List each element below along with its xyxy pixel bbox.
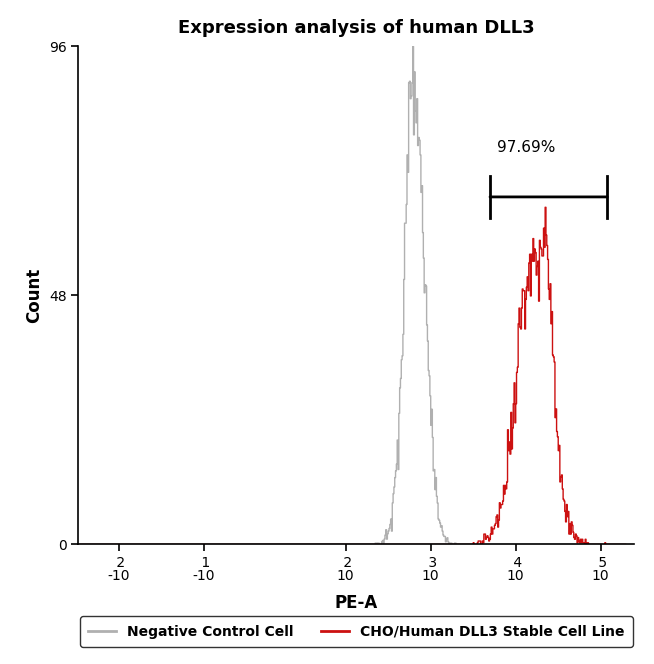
Title: Expression analysis of human DLL3: Expression analysis of human DLL3 — [178, 19, 535, 37]
Y-axis label: Count: Count — [26, 268, 43, 323]
Text: 97.69%: 97.69% — [497, 140, 555, 155]
Legend: Negative Control Cell, CHO/Human DLL3 Stable Cell Line: Negative Control Cell, CHO/Human DLL3 St… — [80, 616, 633, 647]
X-axis label: PE-A: PE-A — [335, 594, 378, 612]
